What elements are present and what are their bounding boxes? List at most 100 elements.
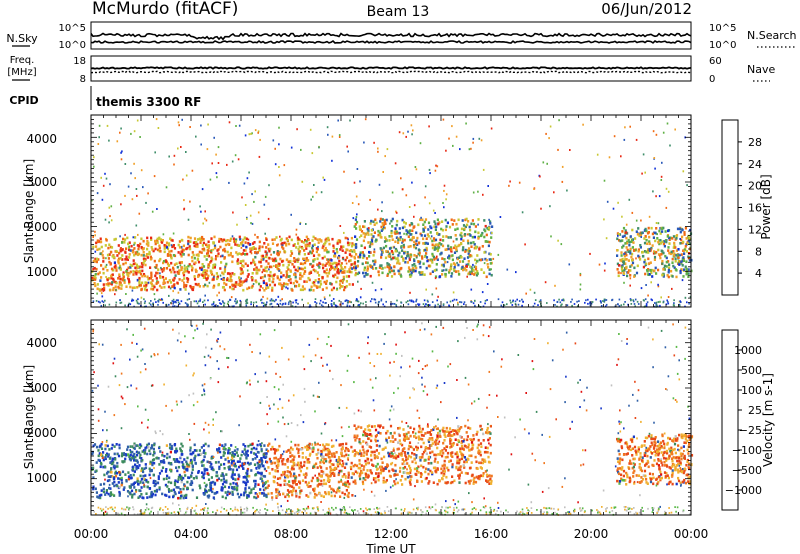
heatmap-cell [350,249,353,252]
heatmap-cell [221,254,224,258]
heatmap-cell [446,221,449,225]
heatmap-cell [216,449,219,453]
heatmap-cell [488,252,491,256]
heatmap-cell [255,301,258,304]
heatmap-cell [250,286,253,289]
heatmap-cell [339,285,343,288]
heatmap-cell [180,238,183,242]
heatmap-cell [424,185,427,188]
heatmap-cell [449,300,452,303]
heatmap-cell [146,443,149,447]
heatmap-cell [473,243,476,246]
heatmap-cell [434,212,436,214]
heatmap-cell [460,267,463,270]
heatmap-cell [449,247,452,251]
heatmap-cell [128,245,130,248]
heatmap-cell [170,261,173,265]
heatmap-cell [268,277,271,281]
heatmap-cell [104,244,107,247]
heatmap-cell [251,276,254,280]
heatmap-cell [222,301,224,304]
heatmap-cell [444,449,447,452]
heatmap-cell [302,262,305,266]
heatmap-cell [222,451,225,454]
heatmap-cell [630,263,633,267]
heatmap-cell [94,487,97,491]
heatmap-cell [442,263,445,267]
heatmap-cell [91,199,93,202]
heatmap-cell [590,302,593,305]
heatmap-cell [648,242,651,246]
heatmap-cell [236,258,240,261]
heatmap-cell [181,250,184,254]
heatmap-cell [363,246,366,250]
heatmap-cell [284,303,287,305]
heatmap-cell [301,298,303,301]
heatmap-cell [463,233,467,236]
heatmap-cell [458,481,461,484]
heatmap-cell [483,235,486,239]
heatmap-cell [210,481,213,484]
heatmap-cell [283,285,285,288]
heatmap-cell [451,254,454,257]
heatmap-cell [172,300,175,303]
heatmap-cell [300,240,303,243]
heatmap-cell [252,446,255,450]
heatmap-cell [406,231,409,234]
heatmap-cell [240,464,244,468]
heatmap-cell [341,256,345,260]
heatmap-cell [114,285,117,288]
heatmap-cell [434,457,437,461]
heatmap-cell [432,255,436,259]
heatmap-cell [482,271,486,274]
heatmap-cell [398,238,402,242]
heatmap-cell [578,300,580,302]
heatmap-cell [639,246,642,249]
heatmap-cell [367,233,370,236]
heatmap-cell [621,246,624,249]
heatmap-cell [143,467,146,470]
heatmap-cell [106,253,110,257]
heatmap-cell [141,458,144,462]
heatmap-cell [183,494,186,498]
heatmap-cell [355,195,358,198]
heatmap-cell [127,274,130,278]
heatmap-cell [357,255,360,259]
heatmap-cell [408,229,412,232]
heatmap-cell [145,201,147,204]
heatmap-cell [476,270,479,273]
heatmap-cell [470,222,473,226]
heatmap-cell [202,247,206,251]
heatmap-cell [584,301,586,304]
heatmap-cell [680,238,683,242]
heatmap-cell [454,270,457,273]
heatmap-cell [655,232,657,235]
heatmap-cell [346,304,349,307]
heatmap-cell [206,269,209,273]
heatmap-cell [279,483,282,487]
heatmap-cell [293,273,296,276]
heatmap-cell [112,277,115,281]
heatmap-cell [286,489,290,492]
heatmap-cell [104,447,107,451]
heatmap-cell [327,455,330,459]
heatmap-cell [187,253,190,257]
heatmap-cell [91,278,93,281]
heatmap-cell [255,496,258,500]
heatmap-cell [158,244,161,248]
heatmap-cell [96,495,99,499]
heatmap-cell [246,252,249,256]
heatmap-cell [454,438,457,441]
heatmap-cell [312,465,315,468]
heatmap-cell [172,488,175,492]
heatmap-cell [326,449,329,452]
heatmap-cell [582,123,584,126]
heatmap-cell [544,281,547,284]
heatmap-cell [476,254,479,257]
heatmap-cell [93,156,95,159]
heatmap-cell [129,486,132,489]
heatmap-cell [289,460,292,463]
heatmap-cell [183,207,186,210]
heatmap-cell [217,146,220,149]
heatmap-cell [332,463,335,466]
